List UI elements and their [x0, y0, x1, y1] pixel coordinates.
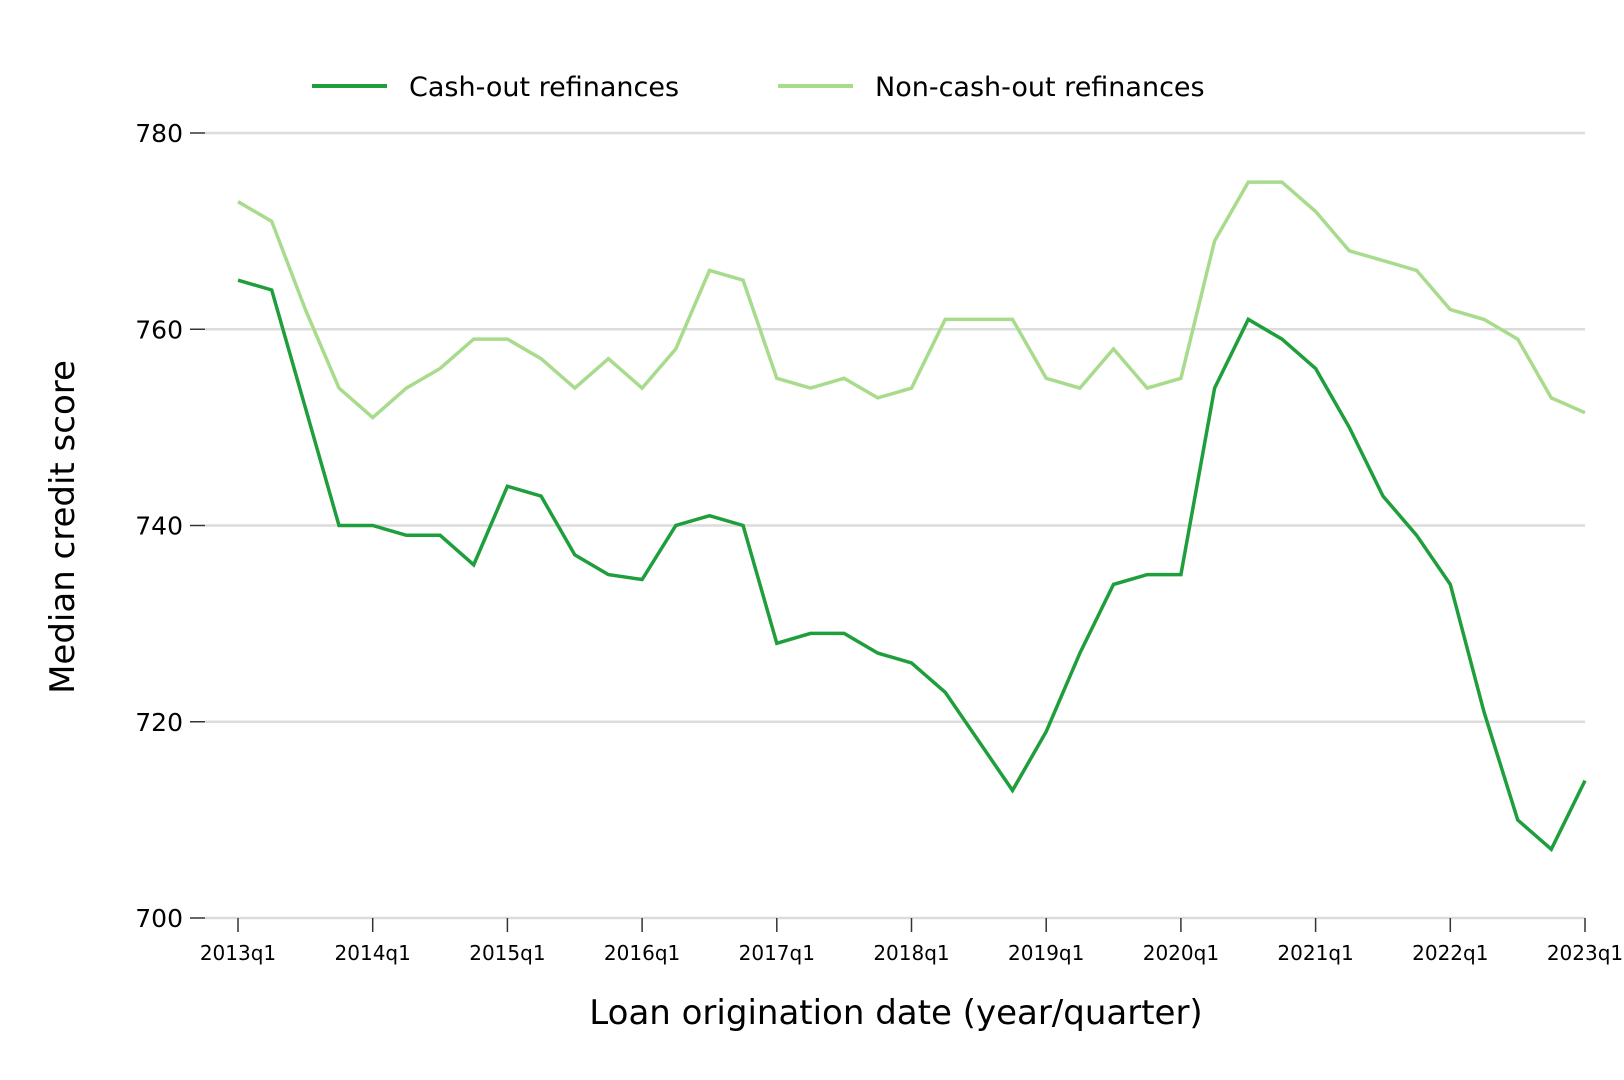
y-tick-label: 700	[135, 904, 183, 933]
x-tick-label: 2022q1	[1412, 941, 1488, 965]
series-line-cash-out	[237, 278, 1587, 853]
x-tick-label: 2017q1	[739, 941, 815, 965]
y-axis-title: Median credit score	[43, 360, 83, 694]
x-tick-label: 2013q1	[200, 941, 276, 965]
x-tick-label: 2020q1	[1143, 941, 1219, 965]
x-axis: 2013q1 2014q1 2015q1 2016q1 2017q1 2018q1 2019…	[200, 918, 1623, 965]
x-tick-label: 2021q1	[1277, 941, 1353, 965]
x-tick-label: 2018q1	[873, 941, 949, 965]
y-tick-label: 720	[135, 708, 183, 737]
x-tick-label: 2016q1	[604, 941, 680, 965]
legend: Cash-out refinances Non-cash-out refinanc…	[312, 72, 1205, 103]
y-tick-label: 780	[135, 119, 183, 148]
legend-label: Non-cash-out refinances	[875, 72, 1205, 103]
y-axis: 700 720 740 760 780	[135, 119, 205, 933]
x-axis-title: Loan origination date (year/quarter)	[589, 993, 1202, 1033]
x-tick-label: 2019q1	[1008, 941, 1084, 965]
series-lines	[237, 180, 1587, 853]
grid-lines	[205, 131, 1585, 920]
series-line-non-cash-out	[237, 180, 1586, 420]
x-tick-label: 2023q1	[1547, 941, 1623, 965]
x-tick-label: 2014q1	[335, 941, 411, 965]
y-tick-label: 740	[135, 512, 183, 541]
x-tick-label: 2015q1	[469, 941, 545, 965]
y-tick-label: 760	[135, 315, 183, 344]
legend-label: Cash-out refinances	[409, 72, 679, 103]
